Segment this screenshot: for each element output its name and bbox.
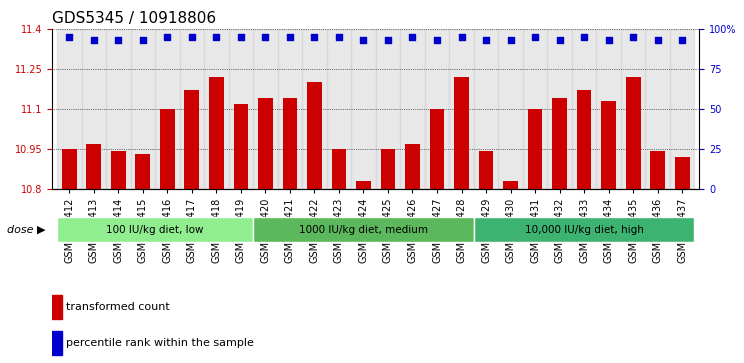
Bar bbox=[425, 29, 449, 189]
FancyBboxPatch shape bbox=[253, 217, 474, 242]
Bar bbox=[86, 143, 101, 189]
Point bbox=[358, 37, 370, 42]
Bar bbox=[135, 154, 150, 189]
Bar bbox=[548, 29, 572, 189]
Text: 1000 IU/kg diet, medium: 1000 IU/kg diet, medium bbox=[299, 225, 428, 234]
Text: transformed count: transformed count bbox=[66, 302, 170, 312]
Point bbox=[161, 34, 173, 40]
Point bbox=[63, 34, 75, 40]
Point bbox=[186, 34, 198, 40]
Point bbox=[235, 34, 247, 40]
Point bbox=[260, 34, 272, 40]
Bar bbox=[106, 29, 130, 189]
Bar bbox=[449, 29, 474, 189]
Bar bbox=[621, 29, 646, 189]
Point bbox=[652, 37, 664, 42]
Bar bbox=[572, 29, 597, 189]
Point bbox=[406, 34, 418, 40]
Bar bbox=[646, 29, 670, 189]
Bar bbox=[405, 143, 420, 189]
Bar bbox=[381, 149, 395, 189]
Bar bbox=[675, 157, 690, 189]
Bar bbox=[209, 77, 224, 189]
Bar bbox=[430, 109, 444, 189]
Point bbox=[529, 34, 541, 40]
Point bbox=[504, 37, 516, 42]
Bar bbox=[283, 98, 298, 189]
Bar bbox=[327, 29, 351, 189]
Bar bbox=[52, 331, 62, 355]
Point bbox=[309, 34, 321, 40]
Bar bbox=[228, 29, 253, 189]
Point bbox=[211, 34, 222, 40]
Point bbox=[480, 37, 492, 42]
Point bbox=[112, 37, 124, 42]
Bar bbox=[478, 151, 493, 189]
Bar bbox=[307, 82, 321, 189]
Bar bbox=[597, 29, 621, 189]
Bar bbox=[351, 29, 376, 189]
Text: 100 IU/kg diet, low: 100 IU/kg diet, low bbox=[106, 225, 204, 234]
Bar bbox=[258, 98, 273, 189]
Text: dose ▶: dose ▶ bbox=[7, 225, 45, 234]
Bar bbox=[498, 29, 523, 189]
FancyBboxPatch shape bbox=[57, 217, 253, 242]
Bar bbox=[474, 29, 498, 189]
Point bbox=[284, 34, 296, 40]
Point bbox=[578, 34, 590, 40]
Point bbox=[333, 34, 345, 40]
Bar bbox=[204, 29, 228, 189]
Bar bbox=[179, 29, 204, 189]
Text: percentile rank within the sample: percentile rank within the sample bbox=[66, 338, 254, 348]
Bar bbox=[302, 29, 327, 189]
Bar bbox=[552, 98, 567, 189]
Text: 10,000 IU/kg diet, high: 10,000 IU/kg diet, high bbox=[525, 225, 644, 234]
Bar bbox=[278, 29, 302, 189]
Bar bbox=[527, 109, 542, 189]
Point bbox=[455, 34, 467, 40]
Point bbox=[554, 37, 565, 42]
Point bbox=[431, 37, 443, 42]
Bar bbox=[185, 90, 199, 189]
FancyBboxPatch shape bbox=[474, 217, 694, 242]
Bar bbox=[650, 151, 665, 189]
Bar bbox=[356, 181, 371, 189]
Point bbox=[137, 37, 149, 42]
Text: GDS5345 / 10918806: GDS5345 / 10918806 bbox=[52, 12, 217, 26]
Bar bbox=[82, 29, 106, 189]
Bar bbox=[52, 295, 62, 319]
Bar bbox=[503, 181, 518, 189]
Bar bbox=[376, 29, 400, 189]
Bar bbox=[670, 29, 694, 189]
Point bbox=[382, 37, 394, 42]
Bar bbox=[160, 109, 175, 189]
Bar bbox=[400, 29, 425, 189]
Bar bbox=[523, 29, 548, 189]
Bar bbox=[130, 29, 155, 189]
Bar bbox=[111, 151, 126, 189]
Bar bbox=[601, 101, 616, 189]
Point bbox=[88, 37, 100, 42]
Bar bbox=[332, 149, 346, 189]
Bar bbox=[57, 29, 82, 189]
Point bbox=[676, 37, 688, 42]
Bar bbox=[234, 103, 248, 189]
Point bbox=[627, 34, 639, 40]
Bar bbox=[577, 90, 591, 189]
Bar bbox=[253, 29, 278, 189]
Bar bbox=[62, 149, 77, 189]
Bar bbox=[155, 29, 179, 189]
Bar bbox=[626, 77, 641, 189]
Bar bbox=[454, 77, 469, 189]
Point bbox=[603, 37, 615, 42]
